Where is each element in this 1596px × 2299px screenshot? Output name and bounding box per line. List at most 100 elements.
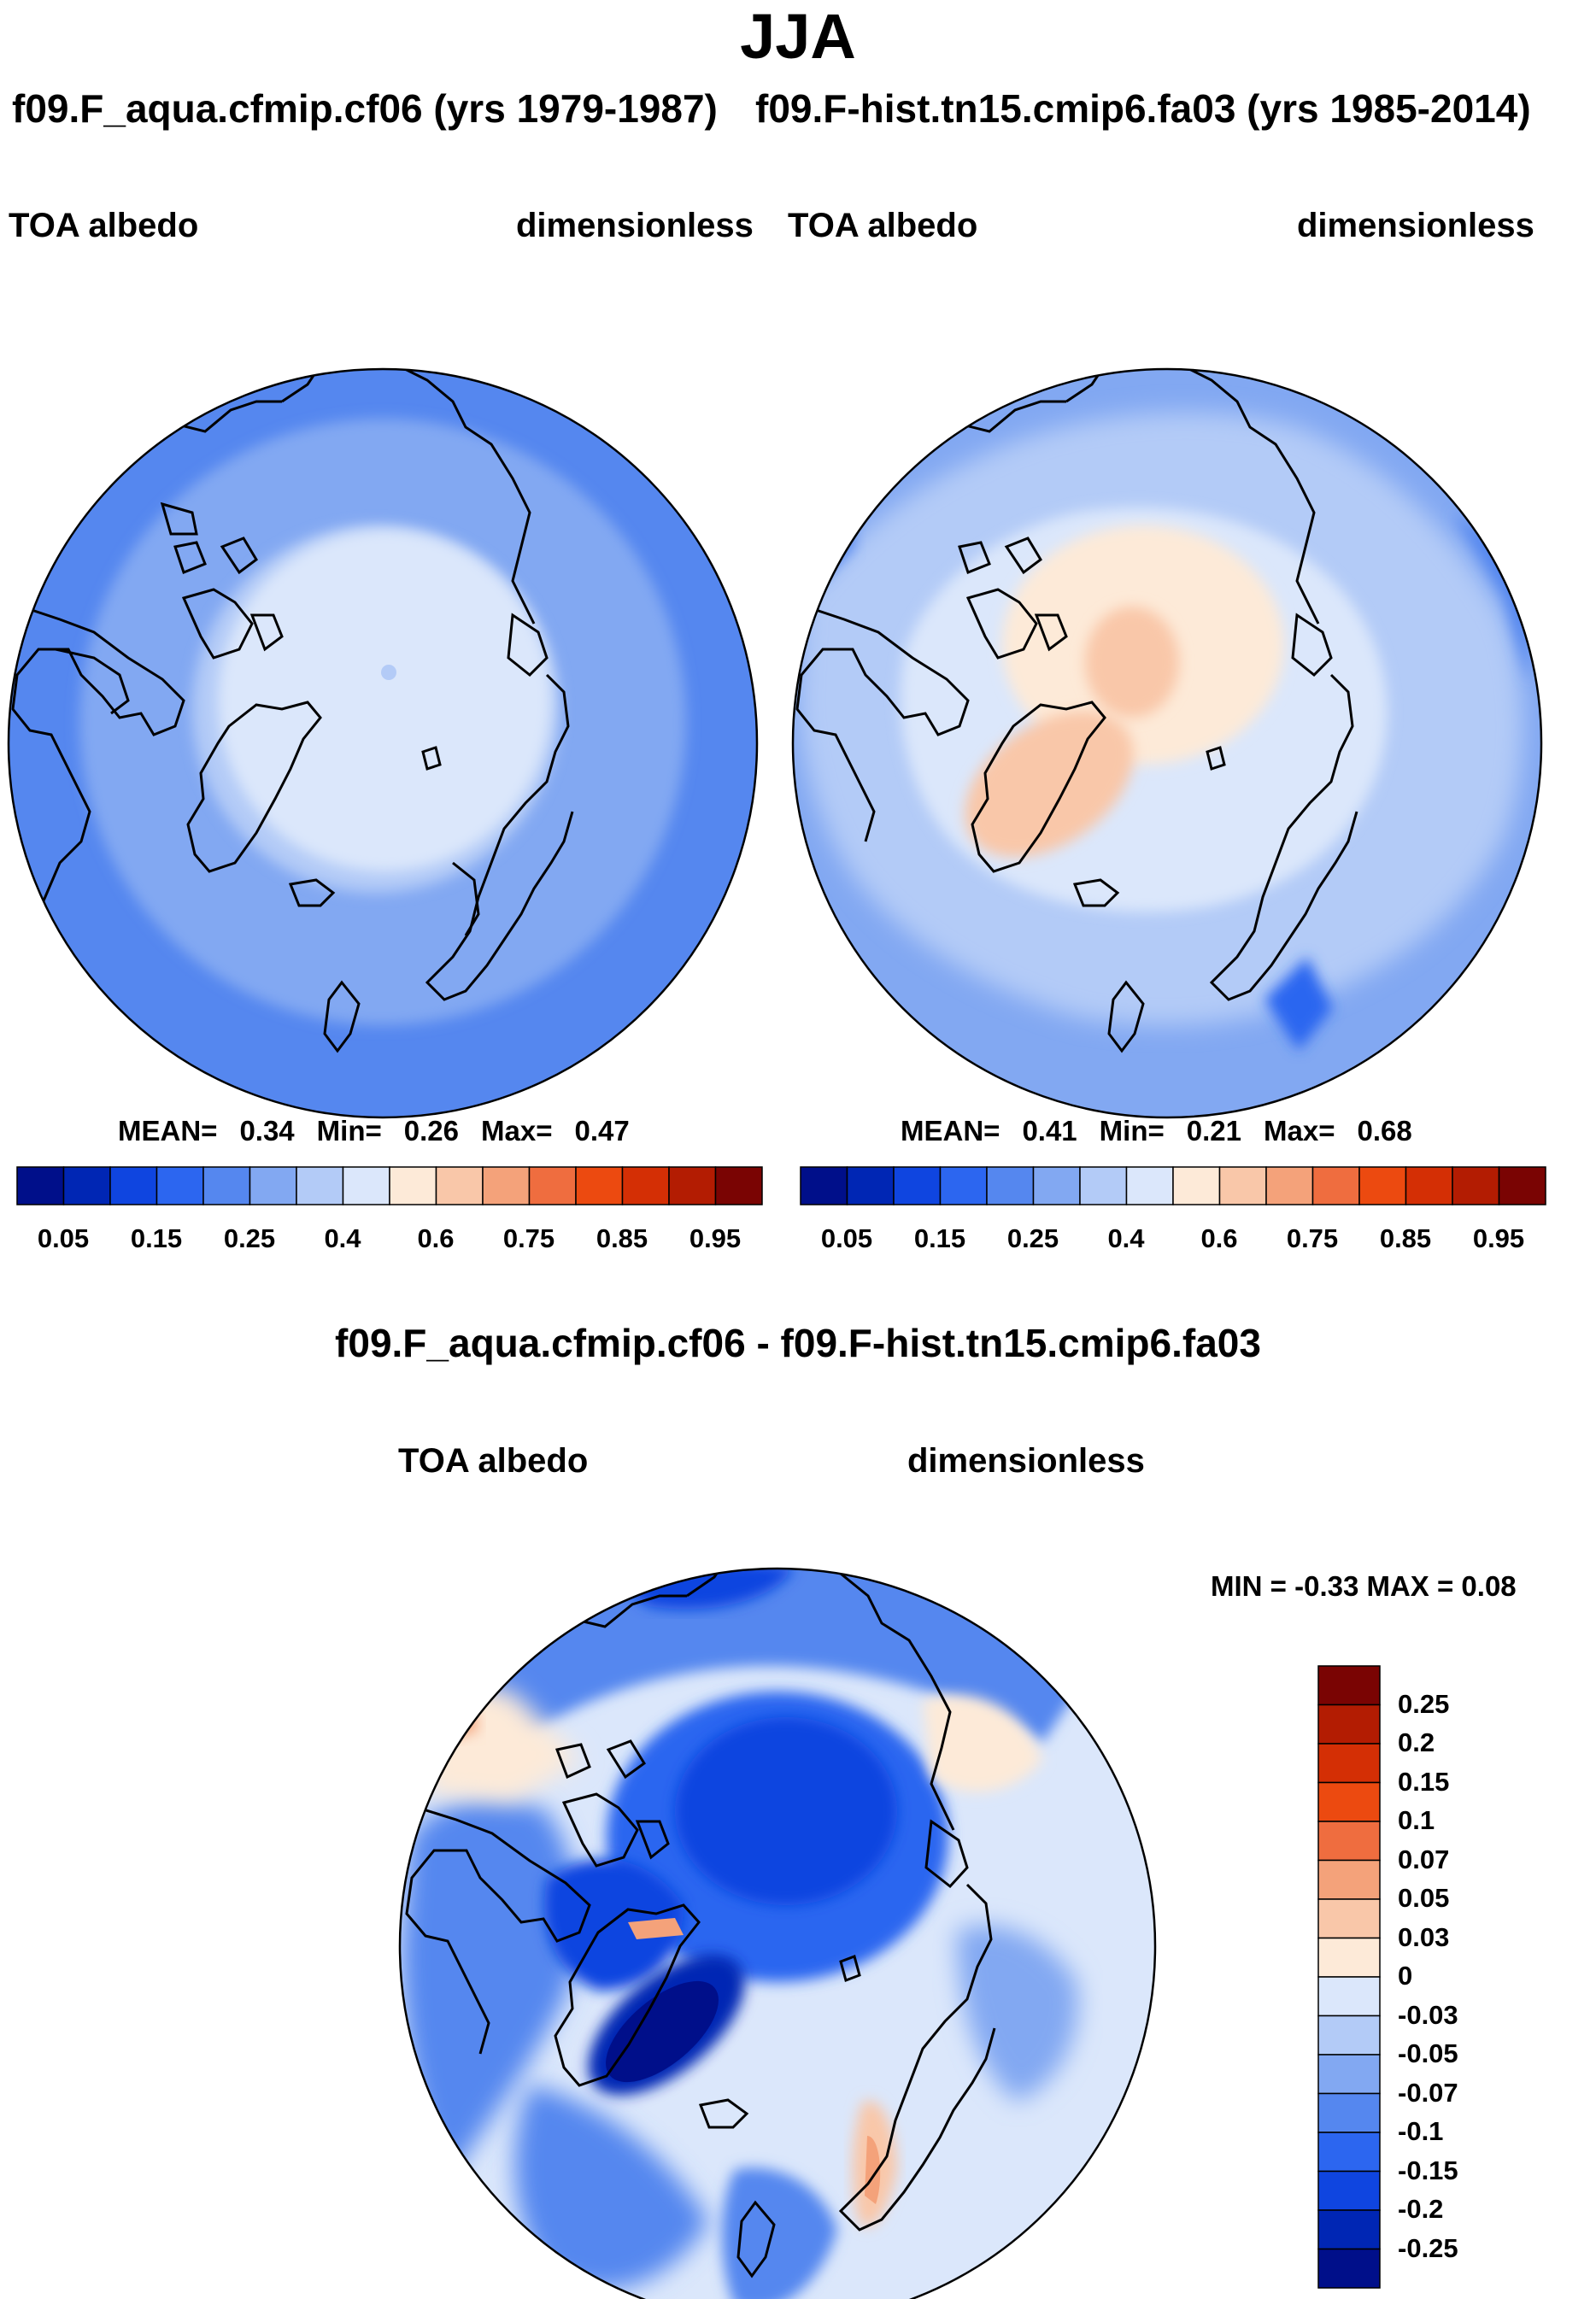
difference-minmax: MIN = -0.33 MAX = 0.08 [1211, 1570, 1517, 1602]
diff-coast-iceland [698, 2098, 749, 2129]
right-coast-archipelago [958, 537, 1068, 660]
left-min-value: 0.26 [403, 1115, 459, 1147]
diff-colorbar-cell [1317, 2248, 1381, 2289]
left-coast-uk [323, 980, 361, 1053]
diff-colorbar [1317, 1665, 1381, 2289]
right-coast-kamchatka [1261, 369, 1324, 390]
right-colorbar-tick: 0.05 [820, 1223, 873, 1253]
diff-colorbar-cell [1317, 1743, 1381, 1784]
right-coast-siberia-east [1065, 369, 1320, 625]
left-colorbar-cell [109, 1166, 158, 1205]
diff-colorbar-tick: 0 [1398, 1961, 1413, 1991]
diff-colorbar-tick: 0.15 [1398, 1767, 1450, 1797]
diff-colorbar-cell [1317, 2209, 1381, 2250]
left-map [9, 369, 757, 1117]
left-colorbar-tick: 0.75 [502, 1223, 555, 1253]
right-colorbar-tick: 0.85 [1379, 1223, 1432, 1253]
diff-colorbar-tick: 0.2 [1398, 1727, 1435, 1757]
diff-field-left-blue [402, 1797, 579, 2187]
right-colorbar-cell [1311, 1166, 1360, 1205]
left-colorbar-cell [16, 1166, 65, 1205]
left-colorbar-cell [296, 1166, 344, 1205]
right-map-dark-band-se [1264, 957, 1333, 1051]
right-colorbar-tick: 0.75 [1286, 1223, 1339, 1253]
diff-colorbar-tick: 0.05 [1398, 1883, 1450, 1913]
diff-colorbar-cell [1317, 2170, 1381, 2211]
left-units-label: dimensionless [516, 207, 754, 244]
left-max-value: 0.47 [574, 1115, 630, 1147]
diff-coast-greenland [554, 1903, 701, 2087]
right-min-value: 0.21 [1186, 1115, 1241, 1147]
diff-colorbar-cell [1317, 1704, 1381, 1745]
left-colorbar-cell [528, 1166, 577, 1205]
right-mean-label: MEAN= [901, 1115, 1000, 1147]
right-colorbar-tick: 0.25 [1006, 1223, 1059, 1253]
left-coast-svalbard [421, 746, 442, 771]
right-colorbar [800, 1166, 1546, 1205]
diff-colorbar-cell [1317, 1781, 1381, 1822]
left-colorbar-tick: 0.4 [324, 1223, 361, 1253]
right-coast-iceland [1072, 878, 1120, 907]
left-colorbar-cell [342, 1166, 390, 1205]
left-coast-novaya [507, 613, 549, 677]
left-colorbar-tick: 0.6 [417, 1223, 455, 1253]
diff-colorbar-cell [1317, 1937, 1381, 1978]
right-coast-uk [1107, 980, 1145, 1053]
diff-coast-novaya [924, 1819, 969, 1889]
difference-variable-label: TOA albedo [398, 1442, 589, 1480]
diff-coast-kamchatka [894, 1569, 960, 1582]
left-mean-label: MEAN= [118, 1115, 218, 1147]
right-colorbar-cell [1498, 1166, 1546, 1205]
diff-coast-siberia-east [686, 1569, 955, 1831]
right-variable-label: TOA albedo [788, 207, 978, 244]
right-map-border [791, 367, 1543, 1119]
right-colorbar-cell [1079, 1166, 1128, 1205]
diff-colorbar-cell [1317, 2092, 1381, 2133]
left-coast-hudson [55, 648, 130, 715]
right-colorbar-cell [986, 1166, 1035, 1205]
difference-units-label: dimensionless [907, 1442, 1145, 1480]
left-colorbar-cell [668, 1166, 717, 1205]
left-map-border [7, 367, 759, 1119]
diff-coast-uk [736, 2200, 776, 2278]
left-colorbar-cell [249, 1166, 297, 1205]
diff-colorbar-tick: -0.25 [1398, 2233, 1458, 2263]
right-map-warm-arctic [1085, 607, 1179, 718]
left-coast-baltic [452, 861, 480, 936]
diff-field-atlantic-blue [514, 2085, 709, 2290]
diff-coast-canada [401, 1801, 591, 2055]
diff-map [400, 1569, 1155, 2299]
right-colorbar-cell [846, 1166, 895, 1205]
left-colorbar-tick: 0.15 [130, 1223, 183, 1253]
diff-colorbar-tick: -0.15 [1398, 2155, 1458, 2185]
right-map-warm-greenland [965, 711, 1134, 858]
right-coast-scandinavia [1209, 673, 1358, 1001]
diff-colorbar-tick: -0.2 [1398, 2194, 1444, 2224]
diff-field-greenland-core [606, 1980, 719, 2083]
left-coast-siberia-east [281, 369, 536, 625]
diff-field-northeast-pale [923, 1694, 1042, 1792]
right-colorbar-cell [1032, 1166, 1081, 1205]
right-mean-value: 0.41 [1022, 1115, 1077, 1147]
left-colorbar-tick: 0.25 [223, 1223, 276, 1253]
left-coast-kamchatka [477, 369, 540, 390]
right-stats: MEAN= 0.41 Min= 0.21 Max= 0.68 [901, 1115, 1435, 1147]
left-colorbar-tick: 0.05 [37, 1223, 90, 1253]
right-colorbar-cell [1218, 1166, 1267, 1205]
left-colorbar-cell [389, 1166, 437, 1205]
right-units-label: dimensionless [1297, 207, 1534, 244]
left-max-label: Max= [481, 1115, 553, 1147]
diff-colorbar-cell [1317, 2015, 1381, 2056]
left-colorbar-cell [435, 1166, 484, 1205]
diff-colorbar-tick: 0.25 [1398, 1689, 1450, 1719]
left-colorbar-cell [482, 1166, 531, 1205]
left-stats: MEAN= 0.34 Min= 0.26 Max= 0.47 [118, 1115, 652, 1147]
diff-colorbar-cell [1317, 1976, 1381, 2017]
right-colorbar-cell [1265, 1166, 1314, 1205]
left-map-spot [381, 665, 396, 680]
left-colorbar-cell [155, 1166, 204, 1205]
right-colorbar-cell [1358, 1166, 1407, 1205]
right-coast-novaya [1291, 613, 1333, 677]
diff-colorbar-cell [1317, 1665, 1381, 1706]
diff-colorbar-cell [1317, 2054, 1381, 2095]
